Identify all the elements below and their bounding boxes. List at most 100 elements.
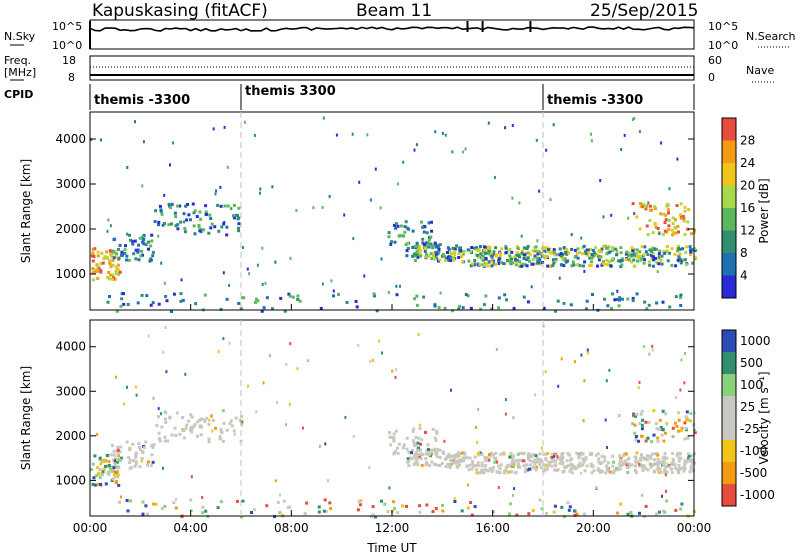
echo-cell	[129, 238, 133, 242]
echo-cell	[648, 208, 652, 212]
echo-cell	[651, 255, 655, 259]
echo-cell	[451, 247, 455, 251]
echo-cell	[424, 463, 428, 467]
echo-cell	[611, 464, 615, 468]
echo-cell	[127, 456, 131, 459]
echo-cell	[126, 509, 130, 513]
echo-cell	[561, 452, 565, 455]
echo-cell	[490, 260, 494, 264]
echo-cell	[157, 220, 161, 224]
echo-cell	[399, 284, 401, 288]
echo-cell	[677, 256, 681, 259]
echo-cell	[392, 436, 396, 440]
echo-cell	[637, 439, 641, 443]
echo-cell	[221, 439, 225, 443]
echo-cell	[222, 421, 226, 425]
echo-cell	[452, 461, 456, 465]
x-tick-label: 12:00	[375, 521, 410, 535]
echo-cell	[466, 506, 470, 510]
echo-cell	[427, 221, 431, 225]
echo-cell	[462, 249, 466, 253]
echo-cell	[538, 498, 542, 502]
echo-cell	[194, 302, 198, 306]
echo-cell	[461, 259, 465, 263]
echo-cell	[549, 460, 553, 464]
echo-cell	[201, 496, 204, 499]
noise-right-tick-bottom: 10^0	[708, 39, 738, 52]
echo-cell	[585, 248, 589, 252]
echo-cell	[222, 271, 225, 275]
echo-cell	[678, 259, 682, 263]
echo-cell	[91, 462, 95, 466]
echo-cell	[387, 231, 391, 235]
echo-cell	[513, 487, 516, 491]
echo-cell	[431, 452, 433, 456]
echo-cell	[190, 430, 194, 434]
echo-cell	[600, 454, 604, 458]
echo-cell	[417, 436, 421, 440]
echo-cell	[590, 471, 594, 475]
echo-cell	[123, 252, 127, 255]
echo-cell	[497, 257, 501, 261]
echo-cell	[528, 259, 531, 263]
echo-cell	[643, 258, 646, 262]
echo-cell	[110, 453, 114, 457]
echo-cell	[565, 459, 569, 463]
velocity-ylabel: Slant Range [km]	[19, 366, 33, 470]
echo-cell	[619, 502, 623, 506]
echo-cell	[434, 438, 438, 442]
echo-cell	[288, 505, 291, 509]
echo-cell	[91, 278, 95, 282]
echo-cell	[239, 515, 243, 519]
echo-cell	[479, 245, 482, 249]
echo-cell	[626, 471, 630, 474]
echo-cell	[205, 416, 209, 420]
colorbar-segment	[722, 440, 736, 462]
echo-cell	[453, 496, 456, 500]
echo-cell	[431, 510, 435, 513]
echo-cell	[93, 247, 97, 251]
echo-cell	[656, 466, 660, 470]
echo-cell	[597, 255, 601, 259]
echo-cell	[430, 229, 434, 233]
echo-cell	[572, 509, 576, 513]
echo-cell	[476, 464, 480, 468]
echo-cell	[673, 218, 677, 222]
echo-cell	[653, 247, 657, 251]
echo-cell	[638, 462, 641, 466]
echo-cell	[97, 266, 101, 270]
echo-cell	[665, 245, 669, 248]
echo-cell	[111, 250, 115, 254]
echo-cell	[144, 440, 148, 444]
echo-cell	[442, 253, 445, 257]
echo-cell	[178, 204, 182, 208]
echo-cell	[660, 141, 663, 145]
echo-cell	[389, 436, 393, 439]
echo-cell	[134, 257, 138, 261]
echo-cell	[157, 302, 161, 306]
echo-cell	[504, 412, 507, 416]
echo-cell	[598, 471, 602, 474]
echo-cell	[232, 216, 236, 220]
echo-cell	[412, 462, 416, 466]
echo-cell	[659, 470, 663, 474]
echo-cell	[614, 247, 618, 251]
echo-cell	[436, 448, 440, 452]
echo-cell	[534, 454, 538, 458]
echo-cell	[650, 440, 654, 444]
echo-cell	[176, 227, 180, 231]
echo-cell	[591, 293, 594, 296]
echo-cell	[424, 457, 428, 460]
echo-cell	[223, 221, 226, 224]
echo-cell	[193, 232, 197, 236]
colorbar-tick-label: 16	[740, 201, 755, 215]
echo-cell	[461, 306, 465, 310]
echo-cell	[125, 440, 129, 444]
echo-cell	[659, 460, 663, 464]
echo-cell	[165, 370, 168, 374]
echo-cell	[510, 463, 514, 467]
echo-cell	[663, 452, 667, 455]
echo-cell	[611, 246, 615, 249]
echo-cell	[409, 456, 413, 460]
echo-cell	[631, 249, 635, 253]
